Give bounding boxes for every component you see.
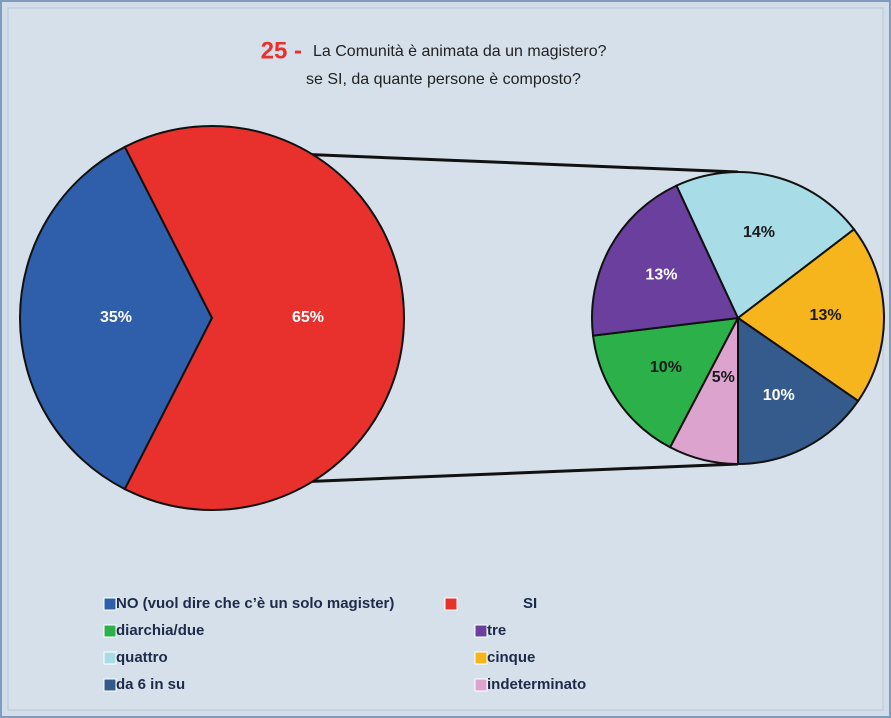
data-label: 10% [650,359,682,376]
data-label: 13% [810,307,842,324]
data-label: 5% [712,369,735,386]
data-label: 13% [645,267,677,284]
legend-swatch [474,624,488,638]
pie-slice [123,125,406,511]
legend-label: da 6 in su [116,676,185,693]
data-label: 35% [100,309,132,326]
legend-swatch [474,651,488,665]
legend-label: quattro [116,649,168,666]
pie-slice [736,227,885,403]
pie-slice [19,145,214,491]
data-label: 14% [743,224,775,241]
pie-slice [675,171,856,320]
chart-title: se SI, da quante persone è composto? [306,71,581,88]
legend-swatch [474,678,488,692]
legend-label: diarchia/due [116,622,204,639]
data-label: 10% [763,387,795,404]
legend-label: SI [523,595,537,612]
legend-label: indeterminato [487,676,586,693]
pie-slice [591,316,740,449]
title-number: 25 - [261,37,302,64]
chart-title: La Comunità è animata da un magistero? [313,43,607,60]
data-label: 65% [292,309,324,326]
pie-slice [737,316,860,466]
pie-slice [591,184,740,337]
legend-label: NO (vuol dire che c’è un solo magister) [116,595,394,612]
legend-label: tre [487,622,506,639]
legend-swatch [444,597,458,611]
legend-swatch [103,624,117,638]
legend-swatch [103,678,117,692]
legend-swatch [103,597,117,611]
legend-swatch [103,651,117,665]
pie-slice [668,317,739,466]
legend-label: cinque [487,649,535,666]
